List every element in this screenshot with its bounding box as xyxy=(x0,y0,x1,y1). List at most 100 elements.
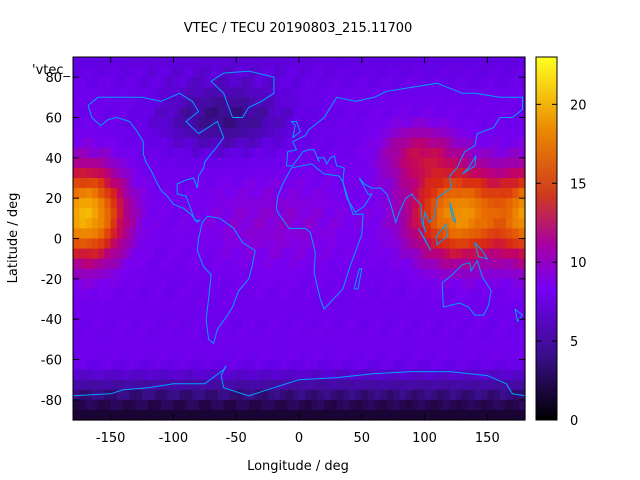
heatmap-cell xyxy=(311,349,319,361)
heatmap-cell xyxy=(261,117,269,129)
heatmap-cell xyxy=(173,349,181,361)
heatmap-cell xyxy=(198,87,206,98)
heatmap-cell xyxy=(242,188,250,199)
heatmap-cell xyxy=(349,299,357,310)
heatmap-cell xyxy=(192,399,200,411)
heatmap-cell xyxy=(380,127,388,139)
heatmap-cell xyxy=(305,147,313,159)
heatmap-cell xyxy=(305,97,313,109)
heatmap-cell xyxy=(236,218,244,230)
heatmap-cell xyxy=(286,258,294,270)
heatmap-cell xyxy=(217,309,225,320)
heatmap-cell xyxy=(280,137,288,149)
heatmap-cell xyxy=(286,299,294,310)
heatmap-cell xyxy=(267,127,275,139)
heatmap-cell xyxy=(361,167,369,179)
heatmap-cell xyxy=(154,198,162,209)
heatmap-cell xyxy=(98,198,105,209)
heatmap-cell xyxy=(317,137,325,149)
heatmap-cell xyxy=(311,127,319,139)
heatmap-cell xyxy=(192,67,200,78)
heatmap-cell xyxy=(91,258,99,270)
heatmap-cell xyxy=(198,167,206,179)
heatmap-cell xyxy=(324,67,331,78)
heatmap-cell xyxy=(204,399,212,411)
heatmap-cell xyxy=(135,389,143,401)
heatmap-cell xyxy=(506,258,514,270)
heatmap-cell xyxy=(474,268,482,280)
heatmap-cell xyxy=(267,178,275,189)
heatmap-cell xyxy=(368,359,375,371)
heatmap-cell xyxy=(330,339,338,351)
heatmap-cell xyxy=(160,258,168,270)
heatmap-cell xyxy=(412,137,419,149)
heatmap-cell xyxy=(342,389,350,401)
heatmap-cell xyxy=(299,359,306,371)
heatmap-cell xyxy=(123,97,131,109)
heatmap-cell xyxy=(443,319,451,330)
heatmap-cell xyxy=(154,67,162,78)
heatmap-cell xyxy=(349,288,357,300)
heatmap-cell xyxy=(462,309,470,320)
heatmap-cell xyxy=(317,87,325,98)
heatmap-cell xyxy=(393,238,401,250)
heatmap-cell xyxy=(186,77,193,88)
heatmap-cell xyxy=(179,278,187,290)
heatmap-cell xyxy=(455,248,463,260)
heatmap-cell xyxy=(342,258,350,270)
heatmap-cell xyxy=(493,288,501,300)
heatmap-cell xyxy=(98,137,105,149)
heatmap-cell xyxy=(198,117,206,129)
heatmap-cell xyxy=(236,107,244,119)
heatmap-cell xyxy=(399,299,407,310)
heatmap-cell xyxy=(173,218,181,230)
heatmap-cell xyxy=(123,167,131,179)
heatmap-cell xyxy=(518,137,526,149)
heatmap-cell xyxy=(418,258,426,270)
heatmap-cell xyxy=(135,67,143,78)
heatmap-cell xyxy=(116,107,124,119)
heatmap-cell xyxy=(336,369,344,381)
heatmap-cell xyxy=(211,399,218,411)
heatmap-cell xyxy=(192,389,200,401)
heatmap-cell xyxy=(192,107,200,119)
heatmap-cell xyxy=(349,178,357,189)
heatmap-cell xyxy=(449,369,457,381)
heatmap-cell xyxy=(98,258,105,270)
heatmap-cell xyxy=(380,157,388,169)
heatmap-cell xyxy=(468,288,476,300)
heatmap-cell xyxy=(179,268,187,280)
heatmap-cell xyxy=(79,147,87,159)
heatmap-cell xyxy=(518,218,526,230)
heatmap-cell xyxy=(443,157,451,169)
heatmap-cell xyxy=(248,198,256,209)
heatmap-cell xyxy=(305,117,313,129)
heatmap-cell xyxy=(368,248,375,260)
heatmap-cell xyxy=(324,329,331,340)
heatmap-cell xyxy=(512,198,520,209)
heatmap-cell xyxy=(204,359,212,371)
heatmap-cell xyxy=(129,97,137,109)
heatmap-cell xyxy=(236,359,244,371)
heatmap-cell xyxy=(248,399,256,411)
heatmap-cell xyxy=(506,87,514,98)
heatmap-cell xyxy=(211,157,218,169)
heatmap-cell xyxy=(506,299,514,310)
heatmap-cell xyxy=(211,198,218,209)
heatmap-cell xyxy=(374,299,382,310)
heatmap-cell xyxy=(368,268,375,280)
heatmap-cell xyxy=(261,107,269,119)
heatmap-cell xyxy=(424,238,432,250)
heatmap-cell xyxy=(374,167,382,179)
heatmap-cell xyxy=(487,409,495,421)
heatmap-cell xyxy=(368,379,375,391)
heatmap-cell xyxy=(305,218,313,230)
heatmap-cell xyxy=(481,198,488,209)
heatmap-cell xyxy=(129,218,137,230)
heatmap-cell xyxy=(506,57,514,68)
heatmap-cell xyxy=(418,107,426,119)
heatmap-cell xyxy=(299,268,306,280)
heatmap-cell xyxy=(273,228,281,240)
heatmap-cell xyxy=(142,178,149,189)
